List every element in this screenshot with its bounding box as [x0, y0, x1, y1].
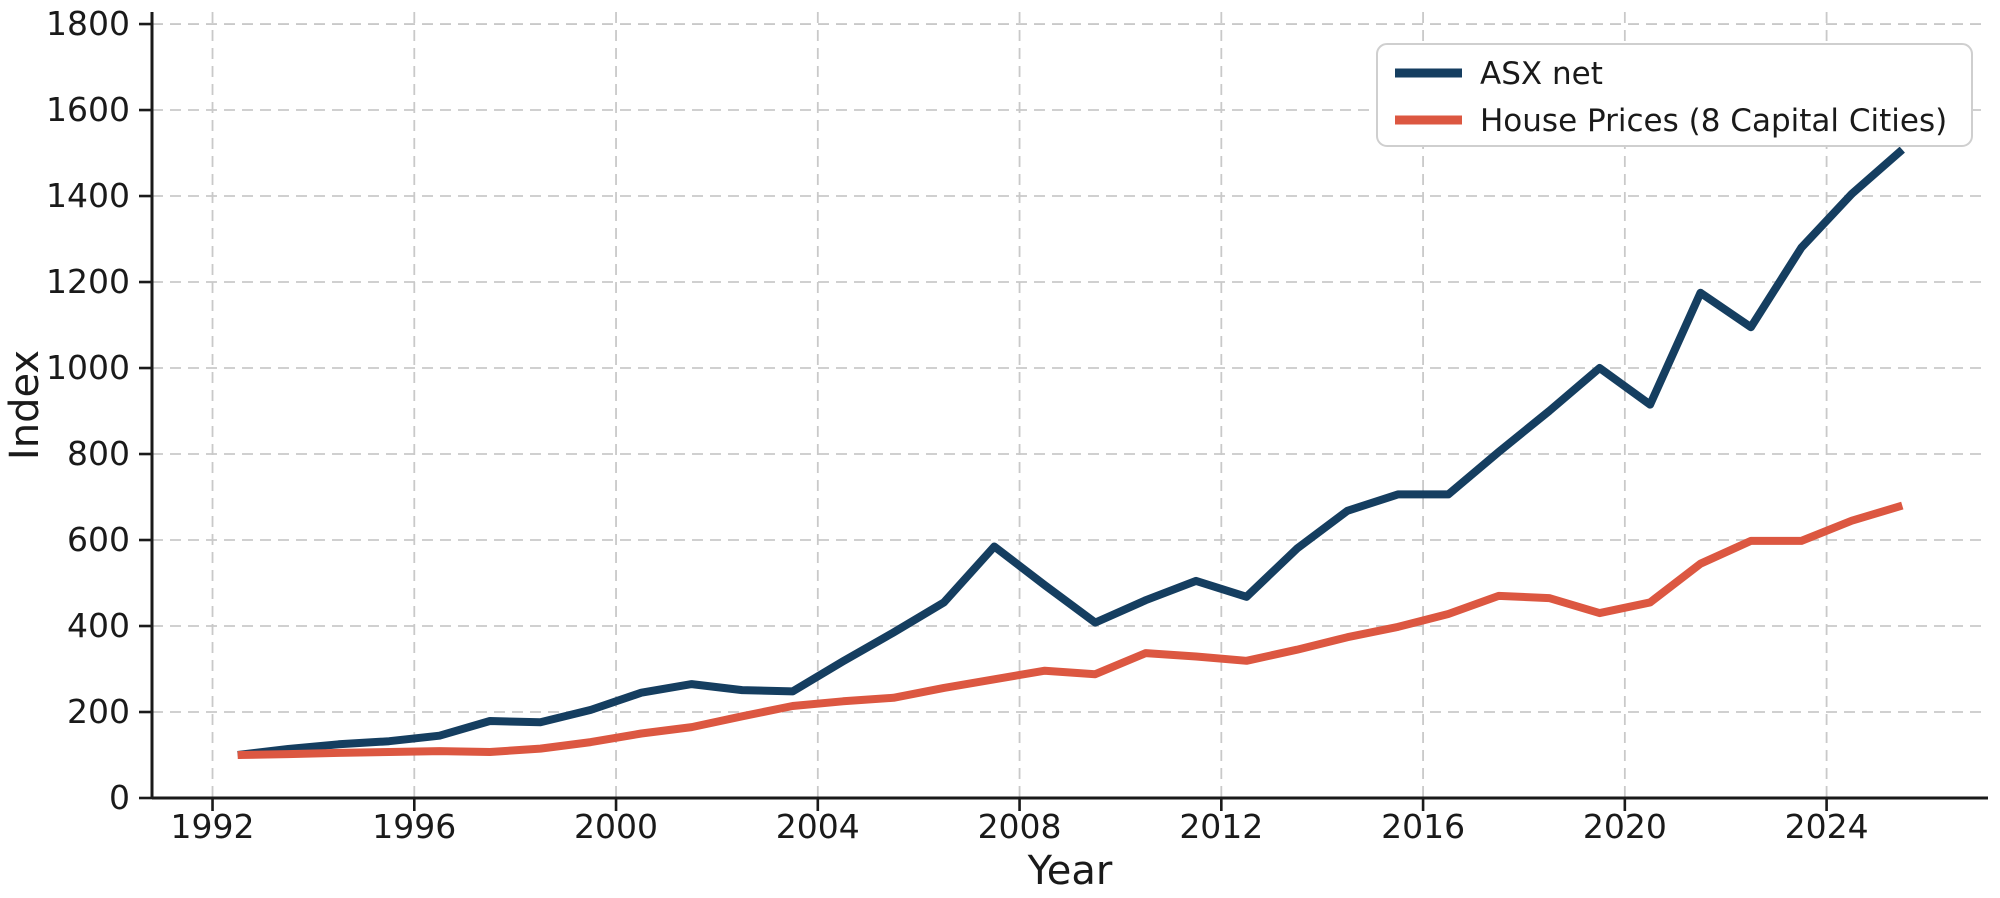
series-asx-net [237, 146, 1905, 759]
legend-label: ASX net [1480, 56, 1603, 92]
y-tick-label: 600 [67, 520, 130, 559]
x-tick-label: 1992 [171, 807, 255, 846]
y-tick-label: 400 [67, 606, 130, 645]
legend-label: House Prices (8 Capital Cities) [1480, 103, 1947, 139]
y-tick-label: 1200 [46, 262, 130, 301]
series-house-prices-8-capital-cities [237, 501, 1904, 759]
y-tick-label: 800 [67, 434, 130, 473]
legend-box [1376, 43, 1973, 147]
y-tick-label: 200 [67, 692, 130, 731]
y-tick-label: 1800 [46, 4, 130, 43]
y-tick-label: 0 [109, 778, 130, 817]
x-tick-label: 2012 [1179, 807, 1263, 846]
x-tick-label: 2024 [1785, 807, 1869, 846]
x-tick-label: 2000 [574, 807, 658, 846]
x-axis-label: Year [1027, 848, 1113, 894]
x-tick-label: 1996 [372, 807, 456, 846]
y-tick-label: 1600 [46, 90, 130, 129]
series-line [237, 146, 1905, 759]
y-axis-label: Index [2, 350, 48, 460]
x-tick-label: 2008 [978, 807, 1062, 846]
legend: ASX net House Prices (8 Capital Cities) [1376, 43, 1973, 147]
y-tick-label: 1000 [46, 348, 130, 387]
x-tick-label: 2016 [1381, 807, 1465, 846]
x-tick-label: 2004 [776, 807, 860, 846]
y-tick-label: 1400 [46, 176, 130, 215]
axes: 1992 1996 2000 2004 2008 2012 2016 2020 2024 0 200… [2, 4, 1988, 894]
series-line [237, 501, 1904, 759]
x-tick-label: 2020 [1583, 807, 1667, 846]
